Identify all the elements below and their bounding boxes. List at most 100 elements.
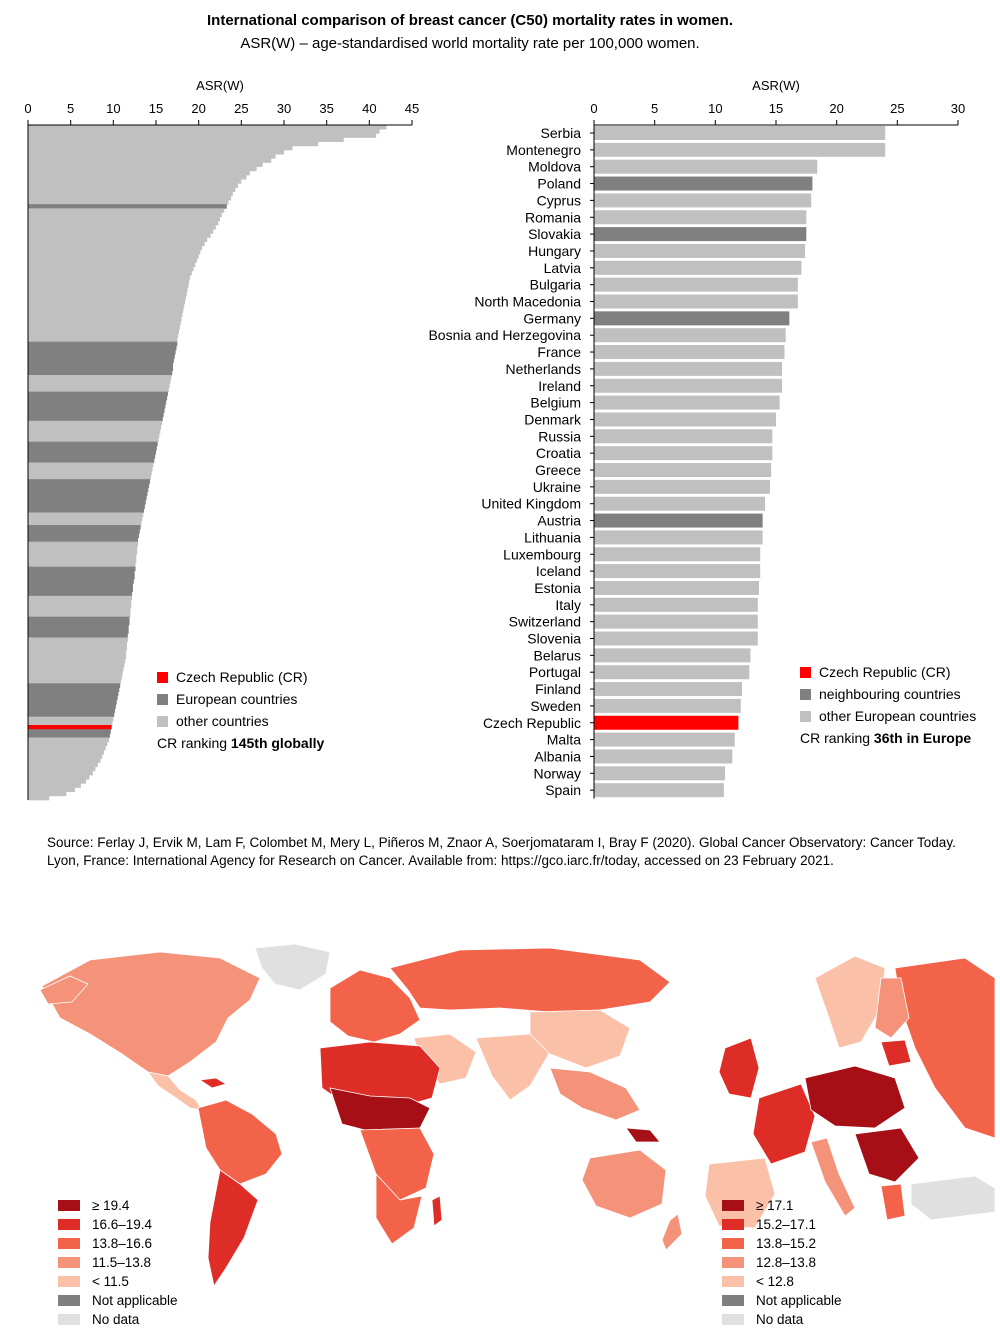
southeast-asia-shape xyxy=(549,1067,641,1121)
category-label: Switzerland xyxy=(509,614,581,630)
map-legend-swatch xyxy=(722,1276,744,1287)
greece-shape xyxy=(880,1183,906,1221)
category-label: Sweden xyxy=(530,698,581,714)
bar-other xyxy=(28,254,199,259)
bar-european xyxy=(28,591,133,597)
bar-other xyxy=(28,141,319,147)
central-america-shape xyxy=(147,1071,203,1111)
bar-european xyxy=(28,395,168,401)
east-asia-shape xyxy=(529,1009,631,1069)
bar-other xyxy=(28,295,186,301)
category-label: Slovenia xyxy=(527,631,581,647)
russia-asia-shape xyxy=(389,947,671,1013)
map-legend-item: 16.6–19.4 xyxy=(58,1215,178,1234)
bar-other-european xyxy=(594,479,770,494)
south-asia-shape xyxy=(475,1033,551,1101)
legend-item-neighbours: neighbouring countries xyxy=(800,683,976,705)
category-label: Ukraine xyxy=(533,479,581,495)
central-africa-shape xyxy=(359,1127,435,1201)
category-label: Austria xyxy=(537,513,581,529)
bar-european xyxy=(28,533,139,538)
bar-other xyxy=(28,308,184,313)
bar-european xyxy=(28,575,135,580)
bar-european xyxy=(28,733,110,738)
bar-other-european xyxy=(594,361,783,376)
map-legend-label: No data xyxy=(756,1312,804,1327)
map-legend-label: Not applicable xyxy=(756,1293,842,1308)
bar-other xyxy=(28,662,125,668)
category-label: Netherlands xyxy=(506,361,582,377)
bar-other xyxy=(28,225,216,230)
world-map-graphic xyxy=(39,943,683,1288)
source-note: Source: Ferlay J, Ervik M, Lam F, Colomb… xyxy=(47,835,956,868)
bar-other-european xyxy=(594,698,741,713)
bar-other xyxy=(28,604,132,609)
bar-other xyxy=(28,275,191,280)
x-tick-label: 20 xyxy=(191,101,205,116)
map-legend-label: < 11.5 xyxy=(92,1274,129,1289)
madagascar-shape xyxy=(431,1195,443,1227)
bar-european xyxy=(28,400,167,405)
bar-other xyxy=(28,241,205,247)
bar-other xyxy=(28,316,182,322)
bar-other-european xyxy=(594,429,773,444)
legend-item-other-europe: other European countries xyxy=(800,705,976,727)
cr-ranking-prefix: CR ranking xyxy=(157,735,231,751)
bar-other xyxy=(28,675,122,680)
europe-ranking-chart: SerbiaMontenegroMoldovaPolandCyprusRoman… xyxy=(428,78,965,799)
bar-other xyxy=(28,187,236,193)
turkey-shape xyxy=(910,1175,995,1221)
bar-other xyxy=(28,737,110,743)
bar-other xyxy=(28,766,96,772)
bar-other xyxy=(28,245,203,251)
bar-other xyxy=(28,425,162,430)
italy-shape xyxy=(810,1137,856,1217)
bar-other-european xyxy=(594,564,761,579)
bar-other xyxy=(28,666,124,672)
bar-european xyxy=(28,454,156,459)
bar-other-european xyxy=(594,614,758,629)
bar-other xyxy=(28,195,232,201)
map-legend-item: Not applicable xyxy=(58,1291,178,1310)
bar-other xyxy=(28,233,211,238)
bar-other-european xyxy=(594,126,886,140)
bar-other xyxy=(28,216,220,222)
bar-other xyxy=(28,429,161,434)
map-legend-swatch xyxy=(722,1295,744,1306)
bar-other xyxy=(28,470,152,476)
bar-other xyxy=(28,333,179,338)
bar-other xyxy=(28,237,208,243)
map-legend-swatch xyxy=(58,1219,80,1230)
caribbean-shape xyxy=(198,1077,227,1089)
bar-other-european xyxy=(594,159,818,174)
bar-other-european xyxy=(594,345,785,360)
uk-ireland-shape xyxy=(718,1037,760,1099)
x-tick-label: 5 xyxy=(651,101,658,116)
bar-other xyxy=(28,658,126,663)
cr-ranking-note: CR ranking 145th globally xyxy=(157,732,324,754)
bar-other xyxy=(28,266,194,272)
europe-map-legend: ≥ 17.1 15.2–17.1 13.8–15.2 12.8–13.8 < 1… xyxy=(722,1196,842,1329)
bar-other xyxy=(28,562,136,568)
bar-european xyxy=(28,450,156,455)
alaska-shape xyxy=(39,975,89,1005)
category-label: Malta xyxy=(547,732,581,748)
bar-other xyxy=(28,170,250,176)
legend-item-europe: European countries xyxy=(157,688,324,710)
legend-swatch-cz xyxy=(800,666,811,678)
bar-european xyxy=(28,712,115,718)
bar-european xyxy=(28,566,136,572)
bar-other-european xyxy=(594,496,766,511)
bar-other xyxy=(28,329,180,334)
category-label: Hungary xyxy=(528,243,581,259)
bar-other xyxy=(28,641,127,647)
x-axis-label: ASR(W) xyxy=(196,78,244,93)
map-legend-swatch xyxy=(722,1200,744,1211)
bar-other xyxy=(28,133,377,138)
bar-other xyxy=(28,750,104,755)
bar-other xyxy=(28,279,190,284)
map-legend-label: 13.8–15.2 xyxy=(756,1236,817,1251)
bar-other-european xyxy=(594,580,760,595)
map-legend-label: < 12.8 xyxy=(756,1274,794,1289)
bar-european xyxy=(28,483,150,488)
